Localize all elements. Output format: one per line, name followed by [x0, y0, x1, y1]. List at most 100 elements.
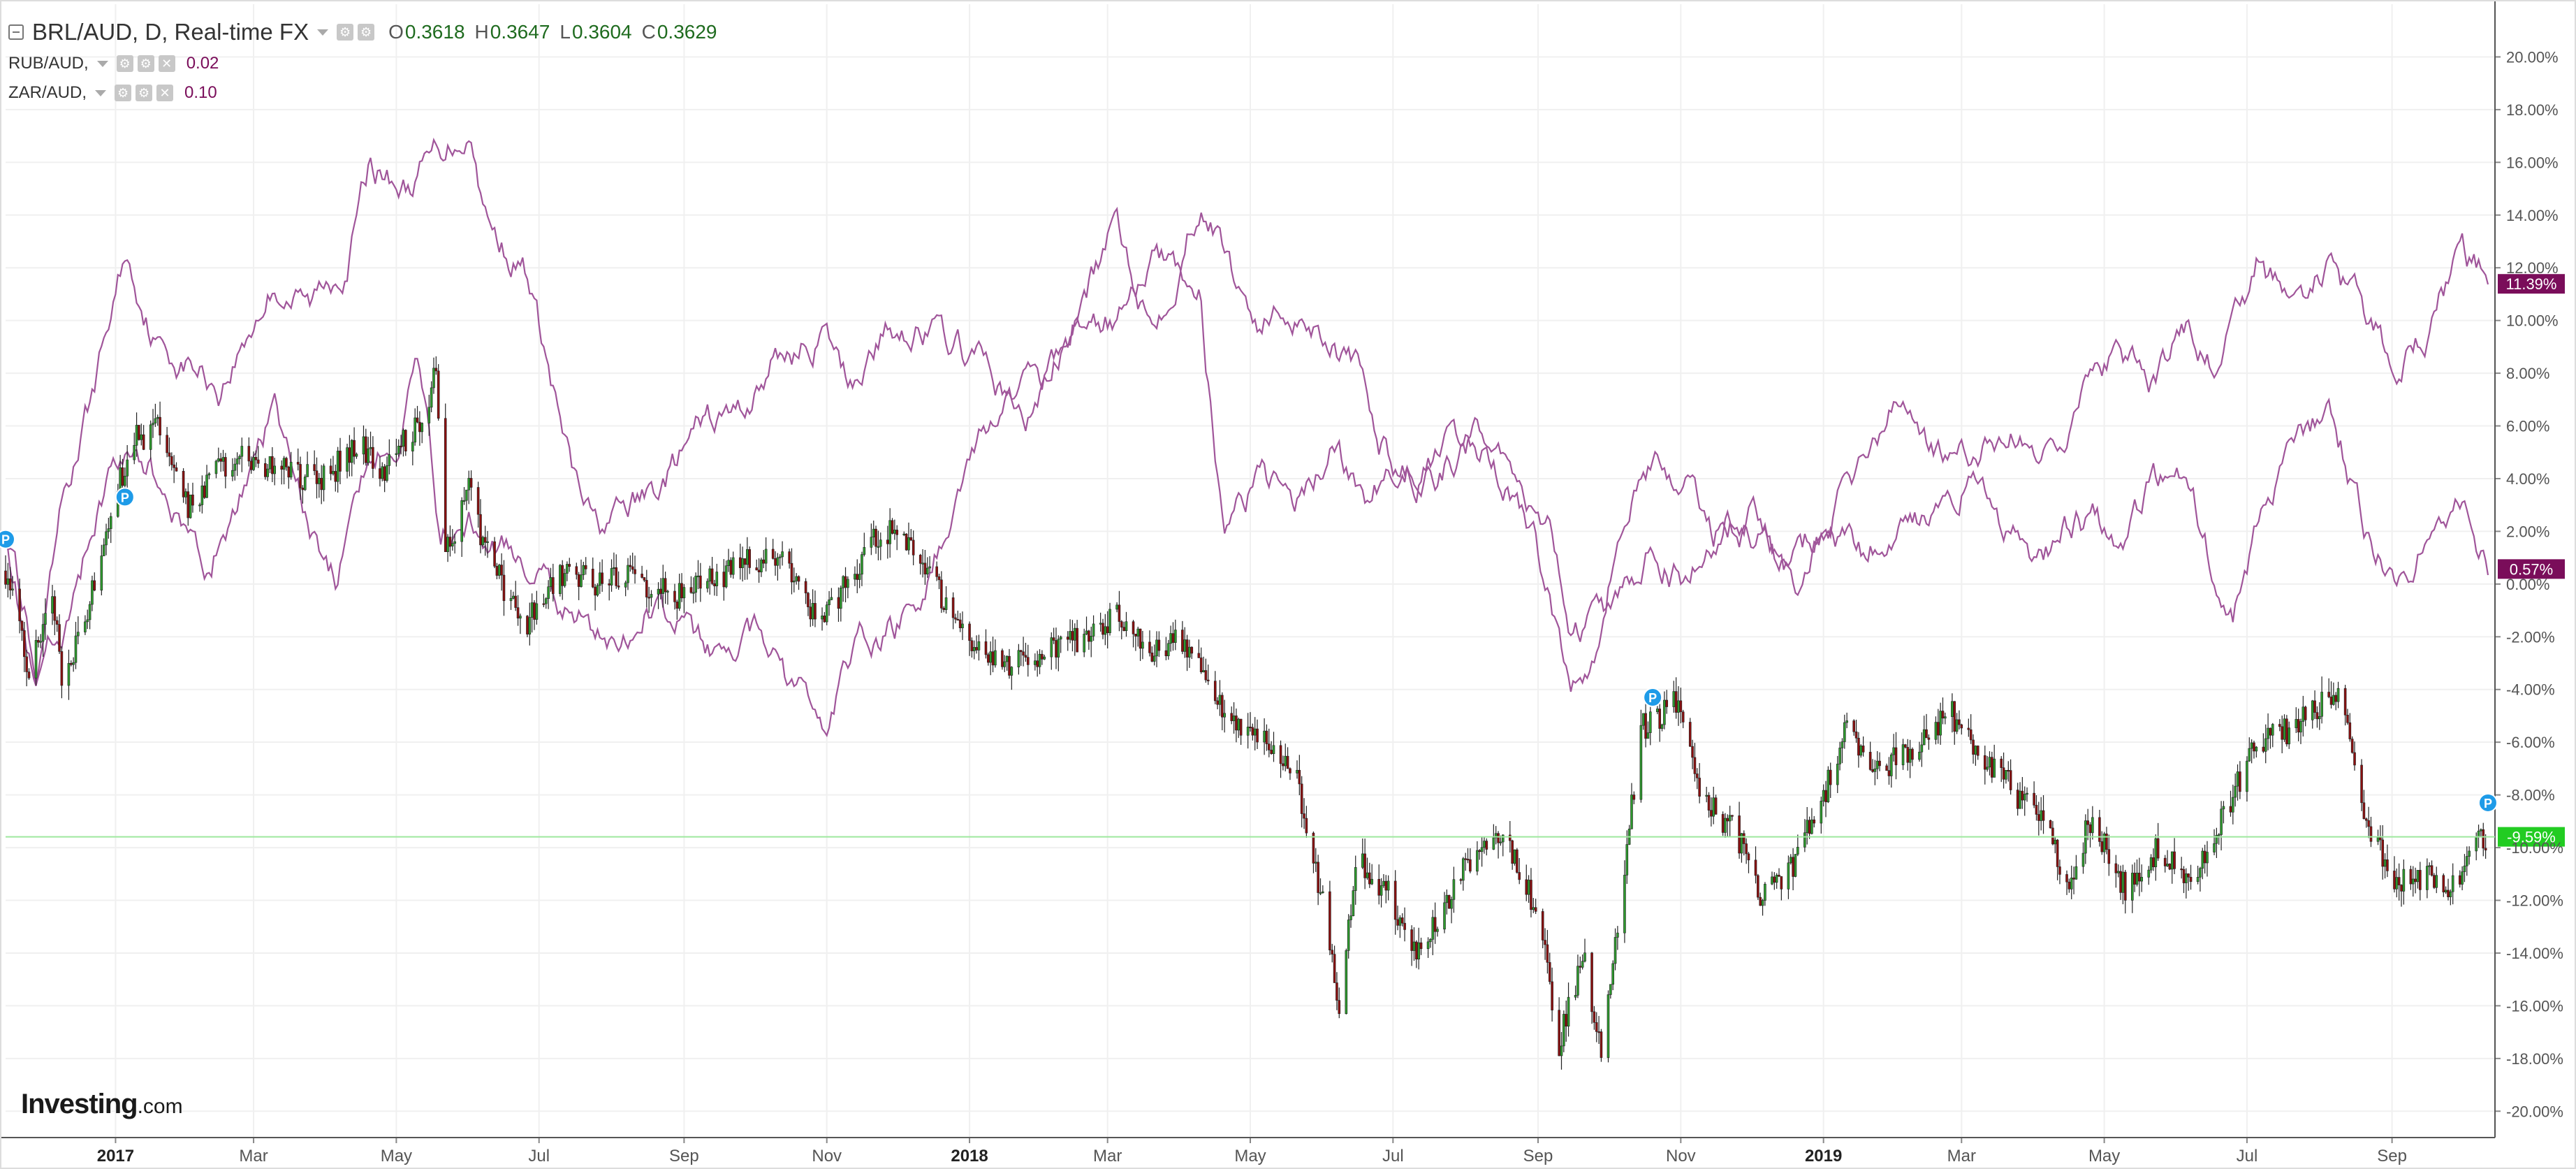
series-settings-icon[interactable]: ⚙ — [116, 55, 133, 72]
candle-body — [1927, 737, 1931, 740]
candle-body — [1459, 879, 1463, 881]
x-tick-label: May — [1234, 1147, 1266, 1166]
candle-body — [1609, 984, 1612, 995]
candle-body — [1677, 700, 1680, 713]
candle-body — [1857, 737, 1860, 756]
candle-body — [530, 602, 534, 618]
candle-body — [51, 596, 54, 613]
candle-body — [306, 464, 309, 477]
candle-body — [2332, 695, 2335, 705]
candle-body — [2088, 824, 2092, 834]
candle-body — [821, 615, 824, 620]
series-remove-icon[interactable]: ✕ — [158, 55, 175, 72]
candle-body — [1265, 730, 1268, 744]
series-name-rub[interactable]: RUB/AUD, — [8, 54, 89, 73]
series-dropdown-icon[interactable] — [96, 60, 108, 67]
candle-body — [1235, 716, 1238, 731]
candle-body — [58, 624, 61, 652]
settings-icon[interactable]: ⚙ — [337, 24, 354, 41]
candle-body — [925, 567, 929, 575]
candle-body — [977, 641, 981, 651]
candle-body — [1239, 718, 1243, 736]
candle-body — [807, 593, 810, 607]
candle-body — [666, 590, 669, 593]
format-icon[interactable]: ⚙ — [358, 24, 375, 41]
candle-body — [268, 456, 272, 470]
series-name-zar[interactable]: ZAR/AUD, — [8, 83, 87, 102]
y-tick-label: 6.00% — [2506, 418, 2549, 435]
candle-body — [1747, 853, 1750, 861]
candle-body — [1099, 623, 1102, 625]
candle-body — [152, 423, 154, 426]
candle-body — [1958, 719, 1961, 725]
candle-body — [334, 471, 337, 482]
candle-body — [1152, 655, 1156, 662]
candle-body — [1251, 727, 1254, 736]
candle-body — [1530, 880, 1532, 910]
candle-body — [175, 467, 178, 472]
candle-body — [650, 594, 653, 598]
y-tick-label: -16.00% — [2506, 997, 2563, 1015]
series-format-icon[interactable]: ⚙ — [136, 85, 153, 101]
candle-body — [154, 418, 157, 423]
candle-body — [2185, 873, 2188, 883]
ohlc-high-label: H — [474, 21, 489, 43]
x-tick-label: May — [381, 1147, 412, 1166]
candle-body — [1431, 917, 1435, 940]
series-format-icon[interactable]: ⚙ — [137, 55, 154, 72]
candle-body — [1644, 713, 1647, 739]
candle-body — [2009, 770, 2012, 790]
candle-body — [804, 581, 807, 594]
candle-body — [1840, 741, 1844, 748]
candle-body — [1754, 859, 1757, 876]
candle-body — [577, 574, 580, 587]
candle-body — [1764, 883, 1766, 901]
candle-body — [1936, 722, 1940, 736]
candle-body — [2140, 877, 2144, 882]
candle-body — [2068, 881, 2071, 890]
candle-body — [2442, 875, 2445, 893]
candle-body — [694, 576, 697, 593]
candle-body — [2395, 877, 2399, 890]
candle-body — [2100, 841, 2104, 852]
candle-body — [402, 430, 405, 447]
candle-body — [1574, 995, 1577, 998]
ohlc-low-label: L — [559, 21, 571, 43]
candle-body — [1532, 907, 1535, 910]
candle-body — [416, 417, 419, 423]
x-tick-label: Jul — [528, 1147, 550, 1166]
candle-body — [1724, 818, 1727, 833]
candle-body — [2107, 849, 2111, 864]
candle-body — [2334, 695, 2338, 702]
candle-body — [2386, 859, 2389, 871]
main-symbol-title[interactable]: BRL/AUD, D, Real-time FX — [32, 19, 309, 45]
candle-body — [1010, 667, 1013, 676]
collapse-legend-icon[interactable] — [8, 24, 24, 40]
compare-last-value-rub-aud-badge — [2498, 274, 2565, 294]
candle-body — [1698, 778, 1701, 797]
candle-body — [1366, 872, 1369, 878]
candle-body — [1331, 950, 1334, 954]
symbol-dropdown-icon[interactable] — [317, 29, 329, 36]
y-tick-label: -10.00% — [2506, 839, 2563, 857]
series-remove-icon[interactable]: ✕ — [156, 85, 174, 101]
candle-body — [350, 440, 353, 463]
series-settings-icon[interactable]: ⚙ — [115, 85, 132, 101]
candle-body — [1742, 833, 1746, 844]
candle-body — [233, 463, 237, 471]
candle-body — [191, 494, 194, 506]
candle-body — [1108, 609, 1111, 633]
candle-body — [1546, 944, 1549, 963]
candle-body — [2072, 878, 2075, 880]
candle-body — [264, 463, 267, 477]
candle-body — [1516, 849, 1518, 873]
candle-body — [1279, 745, 1282, 764]
series-dropdown-icon[interactable] — [95, 89, 107, 96]
candle-body — [1939, 711, 1942, 736]
candle-body — [2383, 859, 2387, 867]
candle-body — [544, 598, 548, 604]
candle-body — [280, 465, 284, 470]
candle-body — [1969, 729, 1973, 741]
candle-body — [814, 603, 817, 620]
